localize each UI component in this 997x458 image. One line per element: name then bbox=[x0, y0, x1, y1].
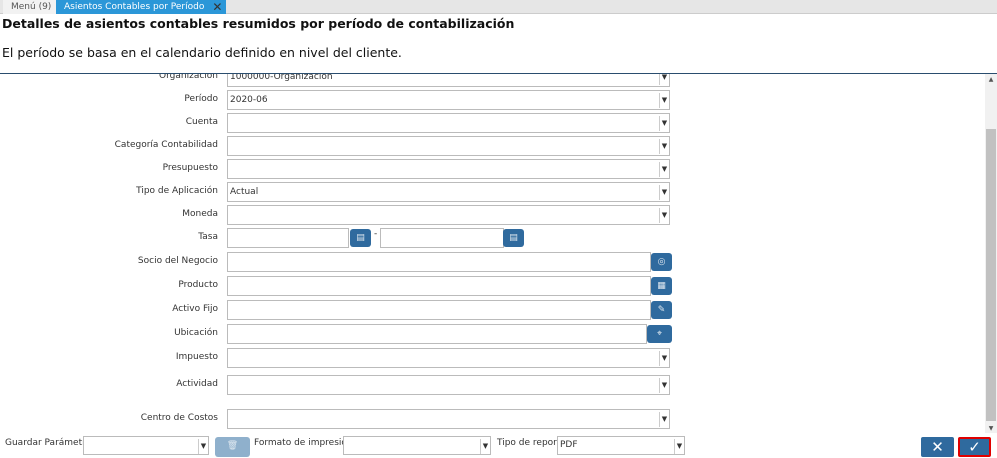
label: Tipo de Aplicación bbox=[136, 186, 218, 196]
row-actividad: Actividad ▼ bbox=[0, 375, 980, 395]
chevron-down-icon[interactable]: ▼ bbox=[659, 116, 669, 131]
row-periodo: Período 2020-06 ▼ bbox=[0, 90, 980, 110]
row-centro: Centro de Costos ▼ bbox=[0, 409, 980, 429]
value: Actual bbox=[230, 187, 259, 197]
scrollbar[interactable]: ▲ ▼ bbox=[985, 74, 997, 433]
tab-asientos[interactable]: Asientos Contables por Período ✕ bbox=[56, 0, 227, 14]
row-impuesto: Impuesto ▼ bbox=[0, 348, 980, 368]
value: 2020-06 bbox=[230, 95, 268, 105]
presupuesto-select[interactable]: ▼ bbox=[227, 159, 670, 179]
trash-icon: 🗑 bbox=[226, 441, 239, 451]
chevron-down-icon[interactable]: ▼ bbox=[659, 412, 669, 427]
bottom-toolbar: Guardar Parámetro ▼ 🗑 Formato de impresi… bbox=[0, 436, 997, 457]
producto-input[interactable] bbox=[227, 276, 651, 296]
tab-menu[interactable]: Menú (9) bbox=[3, 0, 61, 14]
scrollbar-thumb[interactable] bbox=[986, 129, 996, 421]
organizacion-select[interactable]: 1000000-Organización ▼ bbox=[227, 73, 670, 87]
chevron-down-icon[interactable]: ▼ bbox=[198, 439, 208, 454]
calculator-icon[interactable]: ▤ bbox=[503, 229, 524, 247]
business-partner-icon[interactable]: ◎ bbox=[651, 253, 672, 271]
row-presupuesto: Presupuesto ▼ bbox=[0, 159, 980, 179]
close-icon: ✕ bbox=[931, 438, 944, 456]
moneda-select[interactable]: ▼ bbox=[227, 205, 670, 225]
asset-icon[interactable]: ✎ bbox=[651, 301, 672, 319]
tasa-from-input[interactable] bbox=[227, 228, 349, 248]
close-icon[interactable]: ✕ bbox=[212, 0, 223, 14]
page-description: El período se basa en el calendario defi… bbox=[2, 45, 402, 60]
tab-label: Asientos Contables por Período bbox=[64, 2, 205, 12]
delete-button[interactable]: 🗑 bbox=[215, 437, 250, 457]
label: Tasa bbox=[198, 232, 218, 242]
label: Producto bbox=[178, 280, 218, 290]
row-moneda: Moneda ▼ bbox=[0, 205, 980, 225]
label: Categoría Contabilidad bbox=[114, 140, 218, 150]
row-producto: Producto ▦ bbox=[0, 276, 980, 296]
actividad-select[interactable]: ▼ bbox=[227, 375, 670, 395]
parameter-form: Organización 1000000-Organización ▼ Períod… bbox=[0, 73, 997, 433]
row-tipo-aplicacion: Tipo de Aplicación Actual ▼ bbox=[0, 182, 980, 202]
categoria-select[interactable]: ▼ bbox=[227, 136, 670, 156]
value: PDF bbox=[560, 440, 578, 450]
row-activo: Activo Fijo ✎ bbox=[0, 300, 980, 320]
label: Impuesto bbox=[175, 352, 218, 362]
tab-bar: Menú (9) Asientos Contables por Período ✕ bbox=[0, 0, 997, 14]
scroll-down-icon[interactable]: ▼ bbox=[988, 425, 994, 432]
label: Socio del Negocio bbox=[137, 256, 218, 266]
guardar-select[interactable]: ▼ bbox=[83, 436, 209, 455]
chevron-down-icon[interactable]: ▼ bbox=[659, 139, 669, 154]
tipo-reporte-select[interactable]: PDF ▼ bbox=[557, 436, 685, 455]
chevron-down-icon[interactable]: ▼ bbox=[659, 74, 669, 85]
chevron-down-icon[interactable]: ▼ bbox=[659, 208, 669, 223]
impuesto-select[interactable]: ▼ bbox=[227, 348, 670, 368]
location-icon[interactable]: ⌖ bbox=[647, 325, 672, 343]
socio-input[interactable] bbox=[227, 252, 651, 272]
label: Centro de Costos bbox=[140, 413, 218, 423]
tipo-aplicacion-select[interactable]: Actual ▼ bbox=[227, 182, 670, 202]
formato-label: Formato de impresión bbox=[254, 438, 353, 448]
label: Cuenta bbox=[185, 117, 218, 127]
row-categoria: Categoría Contabilidad ▼ bbox=[0, 136, 980, 156]
chevron-down-icon[interactable]: ▼ bbox=[659, 378, 669, 393]
chevron-down-icon[interactable]: ▼ bbox=[659, 185, 669, 200]
product-icon[interactable]: ▦ bbox=[651, 277, 672, 295]
row-cuenta: Cuenta ▼ bbox=[0, 113, 980, 133]
tasa-to-input[interactable] bbox=[380, 228, 504, 248]
label: Actividad bbox=[176, 379, 218, 389]
cuenta-select[interactable]: ▼ bbox=[227, 113, 670, 133]
tipo-reporte-label: Tipo de reporte bbox=[497, 438, 566, 448]
chevron-down-icon[interactable]: ▼ bbox=[659, 93, 669, 108]
chevron-down-icon[interactable]: ▼ bbox=[480, 439, 490, 454]
label: Moneda bbox=[182, 209, 218, 219]
ok-button[interactable]: ✓ bbox=[958, 437, 991, 457]
calculator-icon[interactable]: ▤ bbox=[350, 229, 371, 247]
cancel-button[interactable]: ✕ bbox=[921, 437, 954, 457]
chevron-down-icon[interactable]: ▼ bbox=[659, 162, 669, 177]
label: Activo Fijo bbox=[172, 304, 218, 314]
row-socio: Socio del Negocio ◎ bbox=[0, 252, 980, 272]
formato-select[interactable]: ▼ bbox=[343, 436, 491, 455]
label: Presupuesto bbox=[162, 163, 218, 173]
guardar-label: Guardar Parámetro bbox=[5, 438, 92, 448]
label: Ubicación bbox=[174, 328, 218, 338]
page-title: Detalles de asientos contables resumidos… bbox=[2, 16, 515, 31]
periodo-select[interactable]: 2020-06 ▼ bbox=[227, 90, 670, 110]
row-ubicacion: Ubicación ⌖ bbox=[0, 324, 980, 344]
check-icon: ✓ bbox=[968, 438, 981, 456]
row-tasa: Tasa ▤ - ▤ bbox=[0, 228, 980, 248]
centro-select[interactable]: ▼ bbox=[227, 409, 670, 429]
value: 1000000-Organización bbox=[230, 73, 333, 82]
scroll-up-icon[interactable]: ▲ bbox=[988, 76, 994, 83]
label: Organización bbox=[159, 73, 218, 81]
label: Período bbox=[184, 94, 218, 104]
chevron-down-icon[interactable]: ▼ bbox=[659, 351, 669, 366]
ubicacion-input[interactable] bbox=[227, 324, 647, 344]
chevron-down-icon[interactable]: ▼ bbox=[674, 439, 684, 454]
range-separator: - bbox=[374, 229, 378, 239]
activo-input[interactable] bbox=[227, 300, 651, 320]
row-organizacion: Organización 1000000-Organización ▼ bbox=[0, 73, 980, 87]
